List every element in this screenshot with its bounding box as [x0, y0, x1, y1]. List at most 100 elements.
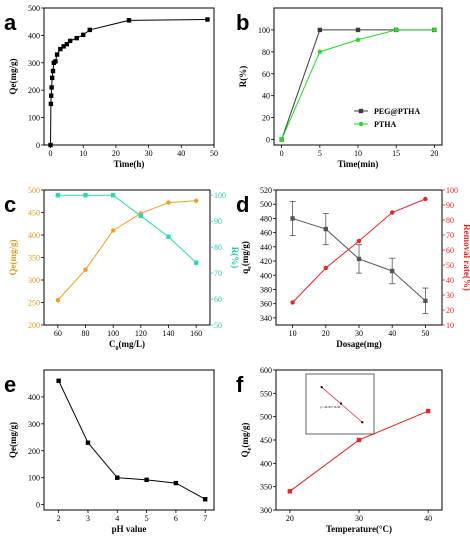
chart-c-series-1-point: [83, 192, 88, 198]
chart-a-xtick-label: 30: [145, 149, 153, 158]
chart-b-series-0-point: [317, 27, 323, 33]
chart-a-letter: a: [4, 10, 17, 35]
chart-b-series-1-point: [317, 49, 323, 55]
chart-d-ytick-label: 360: [260, 300, 272, 309]
chart-b-series-1-point: [279, 137, 284, 142]
chart-b-series-0-line: [281, 29, 435, 140]
chart-c-ytick-label: 500: [28, 186, 40, 195]
chart-e-ytick-label: 0: [36, 501, 40, 510]
chart-b-legend-marker: [358, 121, 364, 127]
chart-d-ytick-label: 440: [260, 243, 272, 252]
chart-c-letter: c: [4, 192, 16, 217]
chart-c-series-1-point: [193, 260, 199, 265]
chart-d-series-1-point: [356, 238, 362, 244]
chart-c-series-1-point: [166, 234, 171, 239]
chart-c-xtick-label: 120: [135, 329, 147, 338]
chart-a-series-0-point: [49, 85, 54, 90]
chart-a-ytick-label: 300: [28, 59, 40, 68]
chart-a-series-0-point: [87, 27, 92, 33]
chart-c-xtick-label: 160: [190, 329, 202, 338]
chart-a-xtick-label: 0: [49, 149, 53, 158]
chart-c-ylabel: Qe(mg/g): [8, 240, 18, 276]
chart-d-y2tick-label: 50: [446, 261, 454, 270]
chart-f-series-0-point: [287, 489, 293, 494]
chart-e-series-0-point: [144, 477, 149, 483]
chart-d-xtick-label: 30: [355, 329, 363, 338]
chart-b-xtick-label: 0: [280, 149, 284, 158]
chart-e-series-0-point: [203, 497, 208, 502]
chart-d-y2tick-label: 30: [446, 291, 454, 300]
chart-a-xtick-label: 10: [79, 149, 87, 158]
chart-c-y2tick-label: 70: [214, 269, 222, 278]
chart-b-ylabel: R(%): [238, 66, 248, 88]
chart-e-xtick-label: 3: [86, 514, 90, 523]
chart-a-series-0-point: [53, 59, 58, 64]
chart-b-xtick-label: 5: [318, 149, 322, 158]
chart-a-series-0-point: [205, 17, 210, 22]
chart-f-inset: y=-4274x+16.38: [305, 373, 375, 435]
chart-e-ytick-label: 300: [28, 420, 40, 429]
chart-c-series-1-line: [57, 194, 197, 264]
chart-f-inset-point: [320, 386, 323, 389]
chart-e-series-0-point: [115, 475, 120, 480]
chart-c-xtick-label: 100: [107, 329, 119, 338]
chart-f-ytick-label: 350: [260, 483, 272, 492]
chart-c-series-0-line: [57, 200, 197, 301]
chart-e-xtick-label: 6: [174, 514, 178, 523]
chart-e-xtick-label: 2: [57, 514, 61, 523]
chart-c-xtick-label: 60: [54, 329, 62, 338]
chart-b-ytick-label: 80: [262, 48, 270, 57]
chart-e-xtick-label: 4: [115, 514, 119, 523]
chart-a-series-0-point: [58, 46, 63, 52]
chart-a-ytick-label: 500: [28, 4, 40, 13]
chart-d-series-1-point: [423, 196, 428, 202]
chart-b-series-1-line: [281, 29, 435, 140]
chart-b-ytick-label: 0: [266, 136, 270, 145]
chart-c-series-1-point: [138, 213, 144, 219]
chart-a-xtick-label: 50: [210, 149, 218, 158]
chart-c-xtick-label: 140: [163, 329, 175, 338]
chart-d-ytick-label: 340: [260, 314, 272, 323]
chart-d-ytick-label: 500: [260, 200, 272, 209]
chart-e-series-0-line: [58, 380, 206, 500]
chart-a-series-0-point: [81, 32, 86, 38]
chart-f-xtick-label: 40: [424, 514, 432, 523]
chart-e-letter: e: [4, 372, 16, 397]
chart-d-y2tick-label: 40: [446, 276, 454, 285]
chart-e-series-0-point: [56, 378, 61, 383]
chart-c-y2tick-label: 60: [214, 295, 222, 304]
chart-d-ytick-label: 380: [260, 285, 272, 294]
chart-d-y2tick-label: 10: [446, 321, 454, 330]
chart-b-series-0-point: [355, 27, 361, 33]
chart-c-xlabel: C0(mg/L): [109, 339, 145, 352]
chart-d-ytick-label: 480: [260, 214, 272, 223]
chart-d-letter: d: [236, 192, 249, 217]
chart-d-ytick-label: 520: [260, 186, 272, 195]
chart-a-series-0-point: [49, 75, 55, 81]
chart-c-xtick-label: 80: [82, 329, 90, 338]
chart-d-series-1-point: [323, 265, 328, 271]
chart-d-xlabel: Dosage(mg): [336, 339, 382, 349]
chart-c-y2tick-label: 100: [214, 191, 226, 200]
chart-e-ylabel: Qe(mg/g): [8, 422, 18, 458]
chart-d-xtick-label: 10: [289, 329, 297, 338]
chart-b-ytick-label: 100: [258, 26, 270, 35]
chart-a-series-0-point: [48, 93, 54, 98]
chart-d-ytick-label: 420: [260, 257, 272, 266]
chart-f-ytick-label: 450: [260, 436, 272, 445]
chart-d-series-0-point: [356, 256, 362, 262]
chart-f-series-0-point: [425, 408, 431, 414]
chart-b-letter: b: [236, 10, 249, 35]
chart-f-ylabel: Qe(mg/g): [240, 423, 253, 458]
chart-c-ytick-label: 400: [28, 231, 40, 240]
chart-a-ytick-label: 400: [28, 31, 40, 40]
chart-c-frame: [43, 189, 211, 326]
chart-e-ytick-label: 100: [28, 474, 40, 483]
chart-a-series-0-point: [48, 142, 53, 148]
chart-d-xtick-label: 50: [421, 329, 429, 338]
chart-a-ytick-label: 100: [28, 114, 40, 123]
chart-d-series-1-point: [290, 300, 295, 305]
chart-d-series-1-point: [390, 210, 395, 215]
chart-e-series-0-point: [173, 480, 179, 486]
